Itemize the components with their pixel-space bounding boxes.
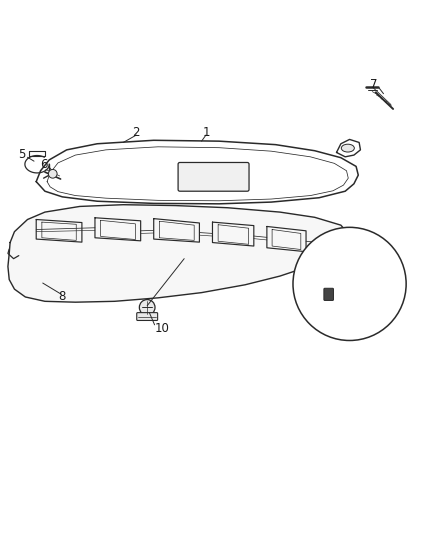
Circle shape — [139, 300, 155, 315]
Text: 7: 7 — [370, 78, 377, 91]
FancyBboxPatch shape — [178, 163, 249, 191]
Circle shape — [48, 169, 57, 178]
Text: 5: 5 — [18, 148, 26, 161]
FancyBboxPatch shape — [137, 313, 158, 320]
Text: 2: 2 — [133, 126, 140, 139]
Text: 11: 11 — [306, 290, 321, 303]
Polygon shape — [8, 205, 350, 302]
Text: 6: 6 — [40, 158, 48, 171]
Text: 10: 10 — [155, 322, 170, 335]
Text: 12: 12 — [369, 277, 384, 289]
Circle shape — [293, 228, 406, 341]
Text: 8: 8 — [58, 290, 65, 303]
Text: 1: 1 — [202, 126, 210, 139]
FancyBboxPatch shape — [324, 288, 333, 301]
Ellipse shape — [341, 144, 354, 152]
